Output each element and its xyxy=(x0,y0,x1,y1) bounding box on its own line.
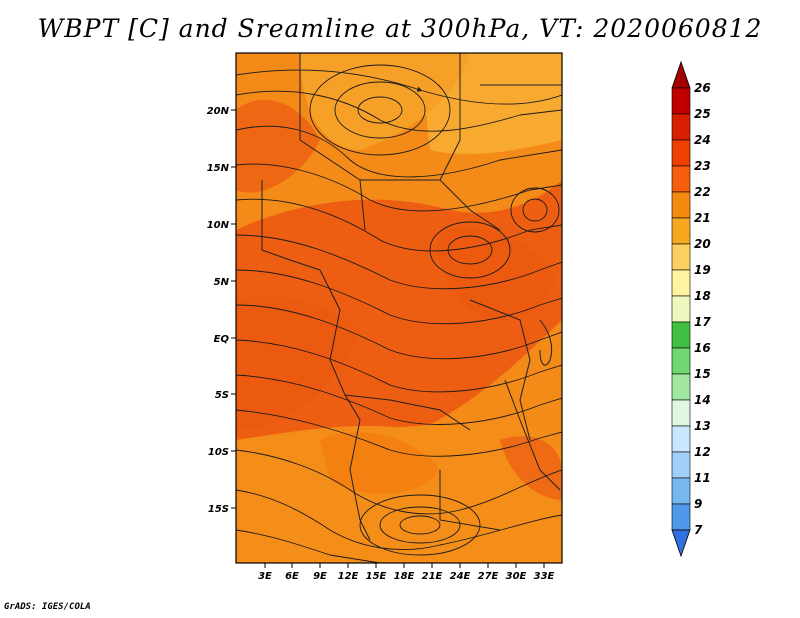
colorbar-swatch xyxy=(671,503,691,531)
colorbar-label: 20 xyxy=(694,237,711,251)
colorbar-swatch xyxy=(671,139,691,167)
colorbar-swatch xyxy=(671,243,691,271)
streamlines xyxy=(236,64,562,563)
lat-label: 15S xyxy=(208,504,229,515)
lat-label: 5N xyxy=(214,277,230,288)
colorbar-label: 23 xyxy=(694,159,711,173)
colorbar-label: 15 xyxy=(694,367,711,381)
colorbar-label: 11 xyxy=(694,471,711,485)
colorbar-label: 17 xyxy=(694,315,711,329)
colorbar-label: 24 xyxy=(694,133,711,147)
colorbar-swatch xyxy=(671,321,691,349)
map-frame xyxy=(235,52,563,564)
colorbar-label: 16 xyxy=(694,341,711,355)
lat-label: 10N xyxy=(207,220,230,231)
lon-label: 3E xyxy=(258,571,272,582)
colorbar-swatch xyxy=(671,269,691,297)
colorbar-label: 12 xyxy=(694,445,711,459)
lon-label: 12E xyxy=(338,571,359,582)
temperature-field xyxy=(236,53,562,563)
colorbar-swatch xyxy=(671,87,691,115)
colorbar-swatch xyxy=(671,165,691,193)
country-borders xyxy=(261,53,562,541)
colorbar-label: 18 xyxy=(694,289,711,303)
colorbar-swatch xyxy=(671,399,691,427)
colorbar-label: 22 xyxy=(694,185,711,199)
lon-label: 18E xyxy=(394,571,415,582)
lon-label: 9E xyxy=(313,571,327,582)
lat-label: EQ xyxy=(214,334,230,345)
map-title: WBPT [C] and Sreamline at 300hPa, VT: 20… xyxy=(37,14,763,43)
lon-label: 6E xyxy=(285,571,299,582)
lon-axis: 3E 6E 9E 12E 15E 18E 21E 24E 27E 30E 33E xyxy=(258,563,555,582)
colorbar-label: 9 xyxy=(694,497,702,511)
colorbar-label: 7 xyxy=(694,523,703,537)
lat-label: 10S xyxy=(208,447,229,458)
lon-label: 27E xyxy=(478,571,499,582)
colorbar-label: 25 xyxy=(694,107,711,121)
colorbar-swatch xyxy=(671,347,691,375)
colorbar-top-arrow xyxy=(671,60,691,89)
lat-label: 15N xyxy=(207,163,230,174)
colorbar-label: 13 xyxy=(694,419,711,433)
colorbar-label: 14 xyxy=(694,393,711,407)
colorbar-swatch xyxy=(671,373,691,401)
lat-axis: 20N 15N 10N 5N EQ 5S 10S 15S xyxy=(207,106,236,515)
colorbar-swatch xyxy=(671,477,691,505)
lon-label: 15E xyxy=(366,571,387,582)
lon-label: 30E xyxy=(506,571,527,582)
lon-label: 33E xyxy=(534,571,555,582)
lat-label: 20N xyxy=(207,106,230,117)
colorbar-swatch xyxy=(671,217,691,245)
colorbar-swatch xyxy=(671,425,691,453)
lon-label: 21E xyxy=(422,571,443,582)
colorbar-label: 21 xyxy=(694,211,711,225)
colorbar-swatch xyxy=(671,451,691,479)
lon-label: 24E xyxy=(450,571,471,582)
colorbar-swatch xyxy=(671,295,691,323)
colorbar-bottom-arrow xyxy=(671,529,691,558)
colorbar-swatch xyxy=(671,191,691,219)
colorbar-label: 26 xyxy=(694,81,711,95)
colorbar: 26 25 24 23 22 21 20 19 18 17 16 15 14 1… xyxy=(671,60,711,558)
grads-credit: GrADS: IGES/COLA xyxy=(4,602,91,612)
lat-label: 5S xyxy=(215,390,229,401)
colorbar-swatch xyxy=(671,113,691,141)
colorbar-label: 19 xyxy=(694,263,711,277)
